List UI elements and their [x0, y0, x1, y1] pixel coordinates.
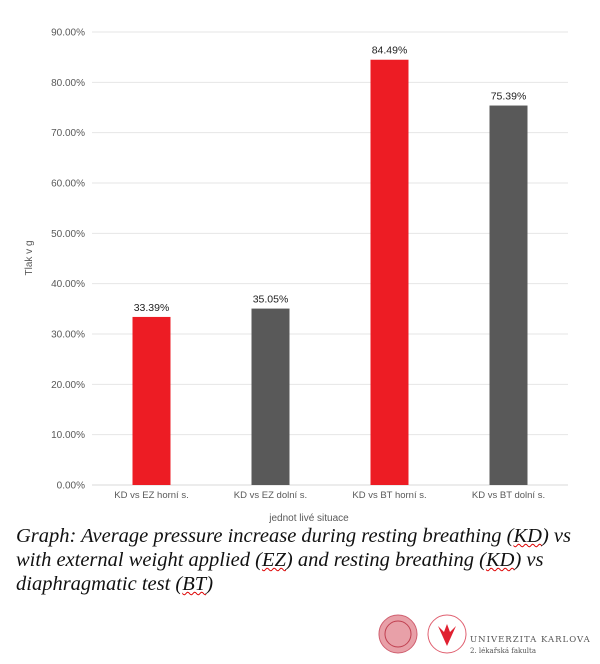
x-tick-label: KD vs BT dolní s. — [472, 490, 545, 501]
y-tick-label: 90.00% — [51, 28, 85, 39]
bar — [251, 308, 290, 485]
x-tick-label: KD vs EZ dolní s. — [234, 490, 307, 501]
data-label: 75.39% — [491, 91, 527, 103]
y-tick-label: 80.00% — [51, 78, 85, 89]
university-name: UNIVERZITA KARLOVA — [470, 635, 591, 645]
university-logos — [378, 614, 467, 654]
faculty-name: 2. lékařská fakulta — [470, 647, 537, 655]
y-tick-label: 50.00% — [51, 229, 85, 240]
y-tick-label: 10.00% — [51, 430, 85, 441]
bar — [370, 59, 409, 485]
y-tick-label: 0.00% — [57, 481, 85, 492]
bar — [132, 316, 171, 485]
y-tick-label: 60.00% — [51, 179, 85, 190]
data-label: 84.49% — [372, 45, 408, 57]
y-tick-label: 40.00% — [51, 279, 85, 290]
x-tick-label: KD vs EZ horní s. — [114, 490, 188, 501]
y-tick-label: 20.00% — [51, 380, 85, 391]
y-axis-label: Tlak v g — [24, 240, 35, 275]
x-axis-label: jednot livé situace — [268, 513, 349, 524]
figure-caption: Graph: Average pressure increase during … — [16, 525, 571, 595]
bar — [489, 105, 528, 486]
y-tick-label: 70.00% — [51, 128, 85, 139]
x-tick-label: KD vs BT horní s. — [352, 490, 426, 501]
data-label: 33.39% — [134, 302, 170, 314]
data-label: 35.05% — [253, 294, 289, 306]
y-tick-label: 30.00% — [51, 330, 85, 341]
bar-chart: 0.00% 10.00% 20.00% 30.00% 40.00% 50.00% 60.00… — [24, 28, 568, 524]
